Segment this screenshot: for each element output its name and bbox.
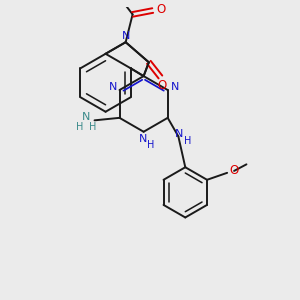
Text: O: O: [230, 164, 239, 177]
Text: H: H: [147, 140, 154, 149]
Text: N: N: [108, 82, 117, 92]
Text: H: H: [184, 136, 192, 146]
Text: N: N: [139, 134, 147, 145]
Text: N: N: [122, 31, 130, 40]
Text: H: H: [76, 122, 83, 132]
Text: H: H: [88, 122, 96, 132]
Text: N: N: [82, 112, 90, 122]
Text: O: O: [158, 79, 167, 92]
Text: N: N: [175, 129, 183, 140]
Text: O: O: [157, 3, 166, 16]
Text: N: N: [170, 82, 179, 92]
